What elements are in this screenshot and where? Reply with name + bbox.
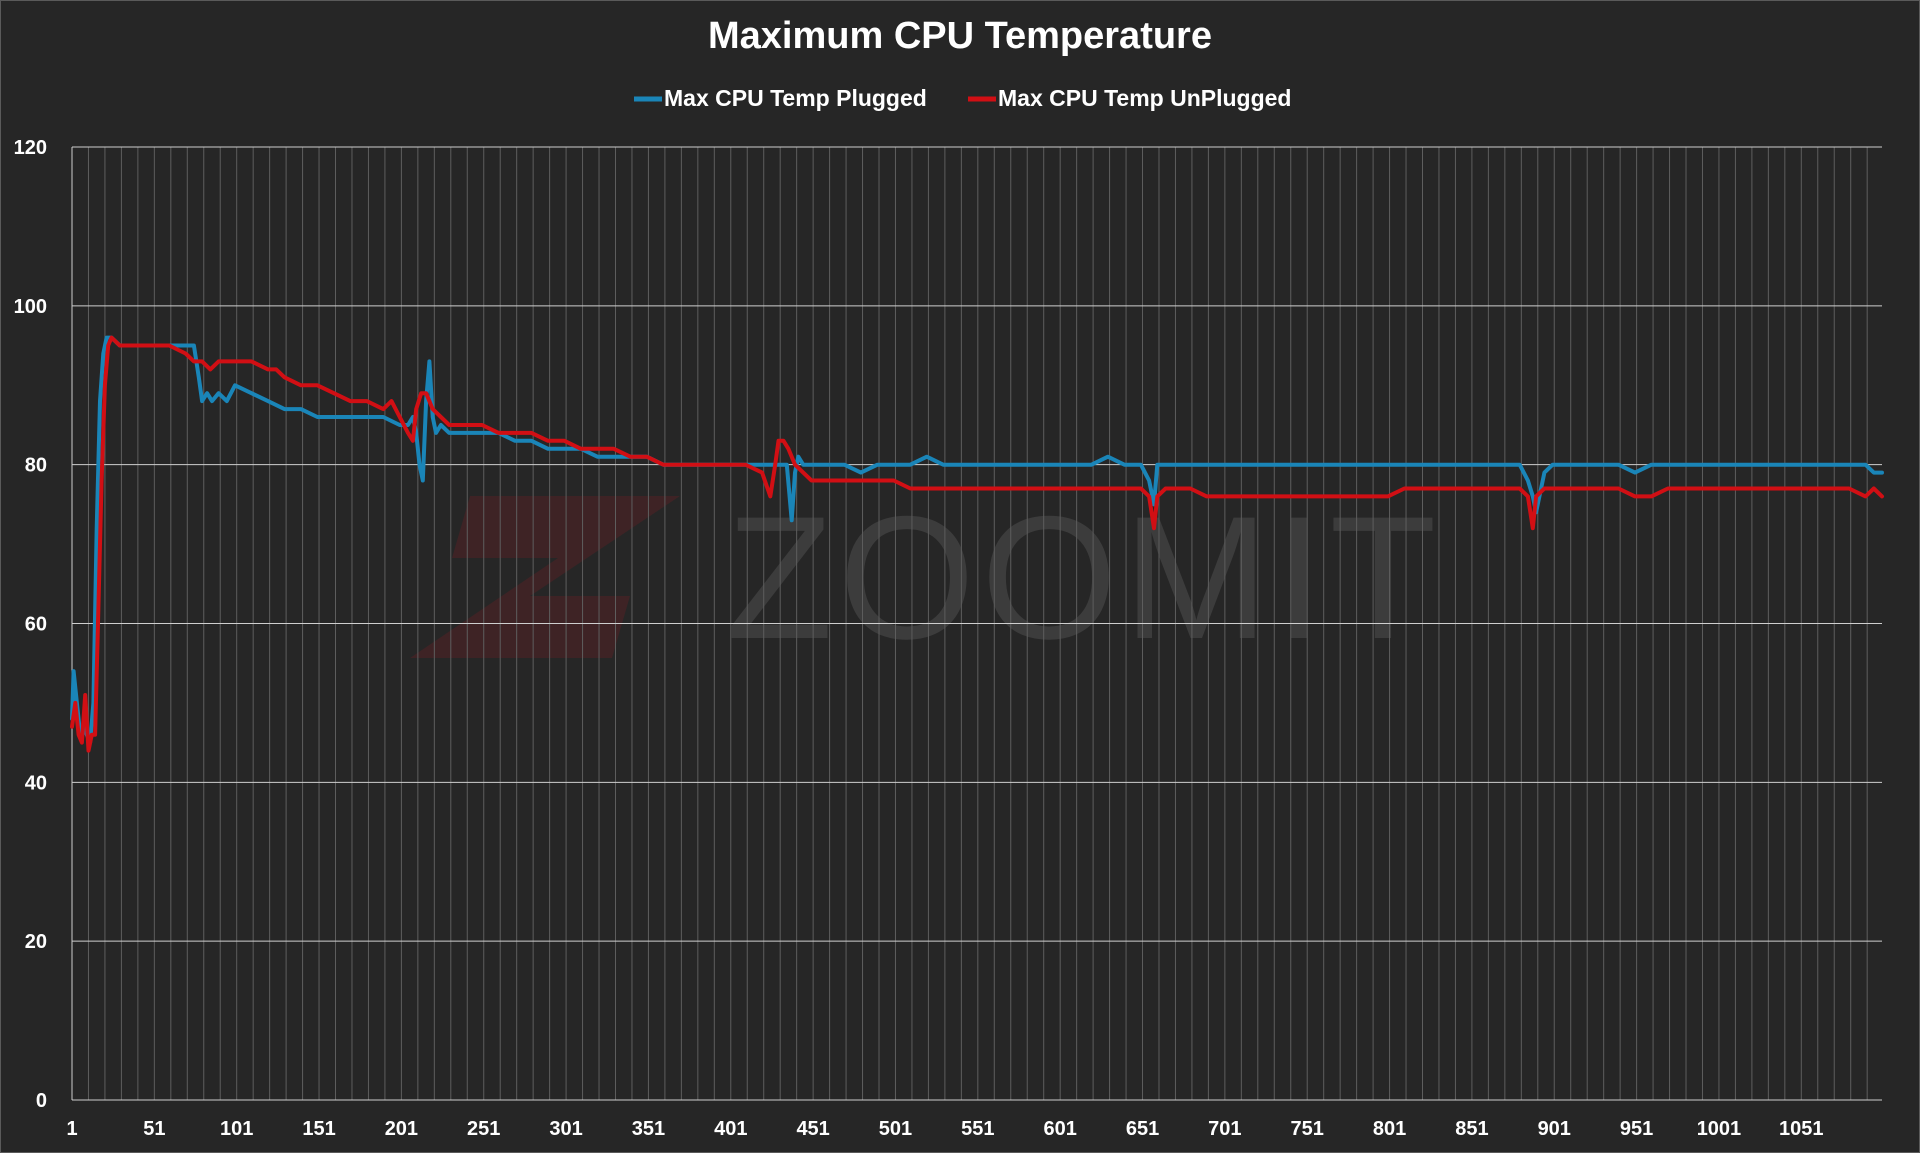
watermark-logo-shape [410, 496, 680, 658]
x-tick-label: 251 [467, 1118, 500, 1140]
x-tick-label: 651 [1126, 1118, 1159, 1140]
y-axis-ticks: 0 20 40 60 80 100 120 [14, 137, 47, 1112]
y-tick-label: 40 [25, 772, 47, 794]
legend: Max CPU Temp Plugged Max CPU Temp UnPlug… [634, 85, 1292, 111]
major-gridlines [71, 146, 1882, 1101]
y-tick-label: 0 [36, 1090, 47, 1112]
y-tick-label: 80 [25, 455, 47, 477]
x-axis-ticks: 1 51 101 151 201 251 301 351 401 451 501 551 601 651 7… [66, 1118, 1823, 1140]
x-tick-label: 701 [1208, 1118, 1241, 1140]
legend-item-unplugged: Max CPU Temp UnPlugged [968, 85, 1292, 111]
x-tick-label: 101 [220, 1118, 253, 1140]
x-tick-label: 1051 [1779, 1118, 1824, 1140]
x-tick-label: 851 [1455, 1118, 1488, 1140]
x-tick-label: 51 [143, 1118, 165, 1140]
x-tick-label: 951 [1620, 1118, 1653, 1140]
series-line-unplugged [70, 335, 1884, 753]
chart-title: Maximum CPU Temperature [708, 15, 1212, 57]
legend-item-plugged: Max CPU Temp Plugged [634, 85, 927, 111]
y-tick-label: 20 [25, 931, 47, 953]
x-tick-label: 451 [796, 1118, 829, 1140]
legend-label-unplugged: Max CPU Temp UnPlugged [998, 85, 1292, 111]
x-tick-label: 551 [961, 1118, 994, 1140]
series-layer [70, 335, 1884, 753]
x-tick-label: 751 [1291, 1118, 1324, 1140]
x-tick-label: 351 [632, 1118, 665, 1140]
legend-label-plugged: Max CPU Temp Plugged [664, 85, 927, 111]
watermark: ZOOMIT [410, 481, 1442, 676]
x-tick-label: 301 [549, 1118, 582, 1140]
x-tick-label: 601 [1043, 1118, 1076, 1140]
watermark-text: ZOOMIT [726, 481, 1442, 676]
x-tick-label: 901 [1538, 1118, 1571, 1140]
x-tick-label: 201 [385, 1118, 418, 1140]
y-tick-label: 100 [14, 296, 47, 318]
x-tick-label: 801 [1373, 1118, 1406, 1140]
y-tick-label: 60 [25, 614, 47, 636]
x-tick-label: 151 [302, 1118, 335, 1140]
x-tick-label: 1001 [1697, 1118, 1742, 1140]
x-tick-label: 501 [879, 1118, 912, 1140]
x-tick-label: 1 [66, 1118, 77, 1140]
x-tick-label: 401 [714, 1118, 747, 1140]
y-tick-label: 120 [14, 137, 47, 159]
